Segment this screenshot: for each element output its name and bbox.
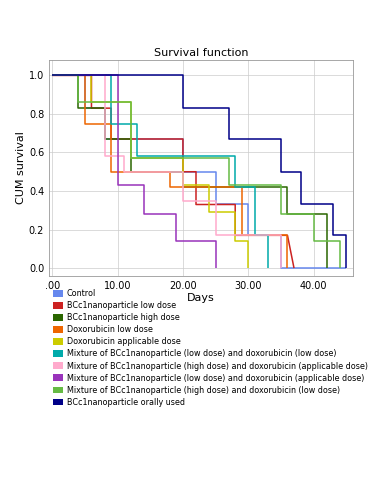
Y-axis label: CUM survival: CUM survival bbox=[16, 132, 26, 204]
Legend: Control, BCc1nanoparticle low dose, BCc1nanoparticle high dose, Doxorubicin low : Control, BCc1nanoparticle low dose, BCc1… bbox=[53, 289, 368, 406]
Title: Survival function: Survival function bbox=[154, 48, 248, 58]
X-axis label: Days: Days bbox=[187, 294, 215, 304]
